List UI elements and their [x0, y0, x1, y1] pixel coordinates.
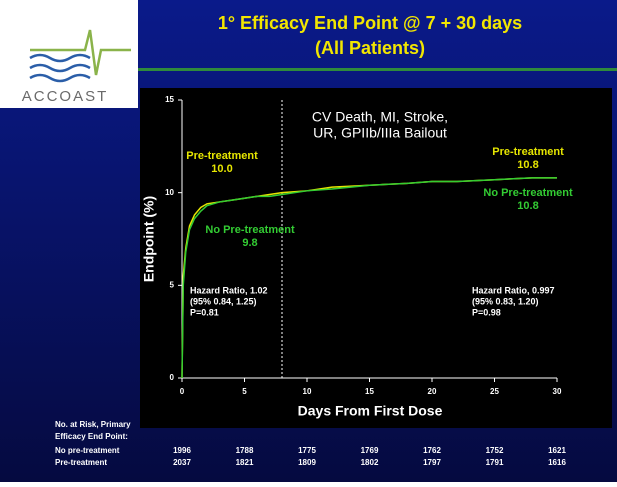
logo-panel [0, 0, 138, 108]
y-tick-label: 15 [165, 95, 174, 104]
title-rule [138, 68, 617, 71]
x-tick-label: 0 [180, 387, 185, 396]
annotation: Hazard Ratio, 1.02 [190, 285, 268, 295]
annotation: Pre-treatment [492, 146, 564, 158]
plot-panel [140, 88, 612, 428]
x-axis-label: Days From First Dose [298, 403, 443, 419]
annotation: (95% 0.84, 1.25) [190, 296, 257, 306]
logo [29, 29, 131, 83]
annotation: (95% 0.83, 1.20) [472, 296, 539, 306]
risk-value: 1802 [361, 458, 379, 467]
risk-row-label: No pre-treatment [55, 446, 120, 455]
chart-title: (All Patients) [315, 38, 425, 58]
risk-value: 1809 [298, 458, 316, 467]
risk-value: 1791 [486, 458, 504, 467]
annotation: Pre-treatment [186, 150, 258, 162]
risk-value: 1769 [361, 446, 379, 455]
x-tick-label: 10 [303, 387, 312, 396]
risk-header: Efficacy End Point: [55, 432, 128, 441]
risk-value: 1996 [173, 446, 191, 455]
annotation: Hazard Ratio, 0.997 [472, 285, 555, 295]
risk-value: 1621 [548, 446, 566, 455]
x-tick-label: 25 [490, 387, 499, 396]
annotation: 10.8 [517, 200, 538, 212]
x-tick-label: 15 [365, 387, 374, 396]
y-tick-label: 0 [170, 373, 175, 382]
risk-value: 1821 [236, 458, 254, 467]
risk-value: 1788 [236, 446, 254, 455]
annotation: 10.8 [517, 159, 538, 171]
y-tick-label: 10 [165, 188, 174, 197]
chart-subtitle: CV Death, MI, Stroke, [312, 109, 448, 125]
y-tick-label: 5 [170, 280, 175, 289]
y-axis-label: Endpoint (%) [141, 196, 157, 282]
series-line [181, 177, 557, 379]
risk-value: 1775 [298, 446, 316, 455]
annotation: P=0.81 [190, 307, 219, 317]
chart-subtitle: UR, GPIIb/IIIa Bailout [313, 125, 447, 141]
logo-text: ACCOAST [22, 88, 109, 105]
risk-value: 1797 [423, 458, 441, 467]
x-tick-label: 5 [242, 387, 247, 396]
risk-value: 1752 [486, 446, 504, 455]
risk-value: 1762 [423, 446, 441, 455]
x-tick-label: 30 [553, 387, 562, 396]
risk-value: 1616 [548, 458, 566, 467]
risk-header: No. at Risk, Primary [55, 420, 131, 429]
risk-value: 2037 [173, 458, 191, 467]
risk-row-label: Pre-treatment [55, 458, 107, 467]
annotation: P=0.98 [472, 307, 501, 317]
chart-title: 1° Efficacy End Point @ 7 + 30 days [218, 13, 522, 33]
annotation: No Pre-treatment [205, 224, 295, 236]
annotation: 9.8 [242, 237, 257, 249]
x-tick-label: 20 [428, 387, 437, 396]
annotation: 10.0 [211, 163, 232, 175]
annotation: No Pre-treatment [483, 187, 573, 199]
